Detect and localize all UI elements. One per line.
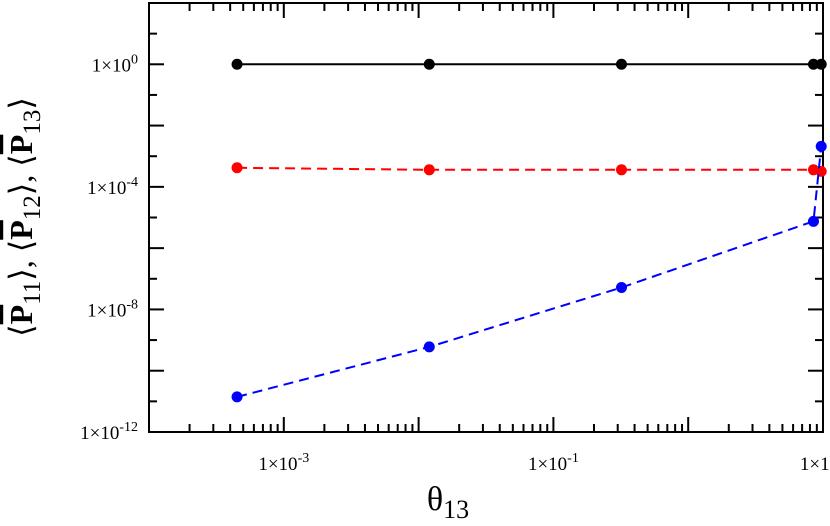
x-tick-label: 1×101 <box>800 451 830 475</box>
data-point <box>815 165 827 177</box>
y-tick-label: 1×10-8 <box>87 297 138 321</box>
data-point <box>615 164 627 176</box>
data-point <box>423 164 435 176</box>
plot-frame <box>148 2 824 433</box>
data-point <box>423 58 435 70</box>
data-point <box>615 58 627 70</box>
tick-labels: 1×10-3 1×10-1 1×101 1×100 1×10-4 1×10-8 1×10-1… <box>80 52 830 475</box>
x-tick-label: 1×10-3 <box>258 451 309 475</box>
series-3 <box>231 140 827 403</box>
x-axis-title: θ13 <box>427 481 469 524</box>
data-point <box>807 215 819 227</box>
data-point <box>231 162 243 174</box>
series-line <box>237 166 822 173</box>
y-tick-label: 1×10-12 <box>80 420 138 444</box>
data-point <box>231 391 243 403</box>
series-layer <box>231 58 827 403</box>
series-1 <box>231 58 827 70</box>
series-2 <box>231 162 827 177</box>
data-point <box>423 341 435 353</box>
data-point <box>615 281 627 293</box>
y-axis-title: ⟨P11⟩, ⟨P12⟩, ⟨P13⟩ <box>3 97 46 337</box>
x-tick-label: 1×10-1 <box>528 451 579 475</box>
svg-text:⟨P11⟩, ⟨P12⟩, ⟨P13⟩: ⟨P11⟩, ⟨P12⟩, ⟨P13⟩ <box>3 97 46 337</box>
data-point <box>231 58 243 70</box>
data-point <box>815 140 827 152</box>
series-line <box>236 146 823 398</box>
data-point <box>815 58 827 70</box>
y-tick-label: 1×10-4 <box>87 175 138 199</box>
data-point <box>807 58 819 70</box>
axis-ticks <box>148 2 824 433</box>
y-tick-label: 1×100 <box>92 52 138 76</box>
